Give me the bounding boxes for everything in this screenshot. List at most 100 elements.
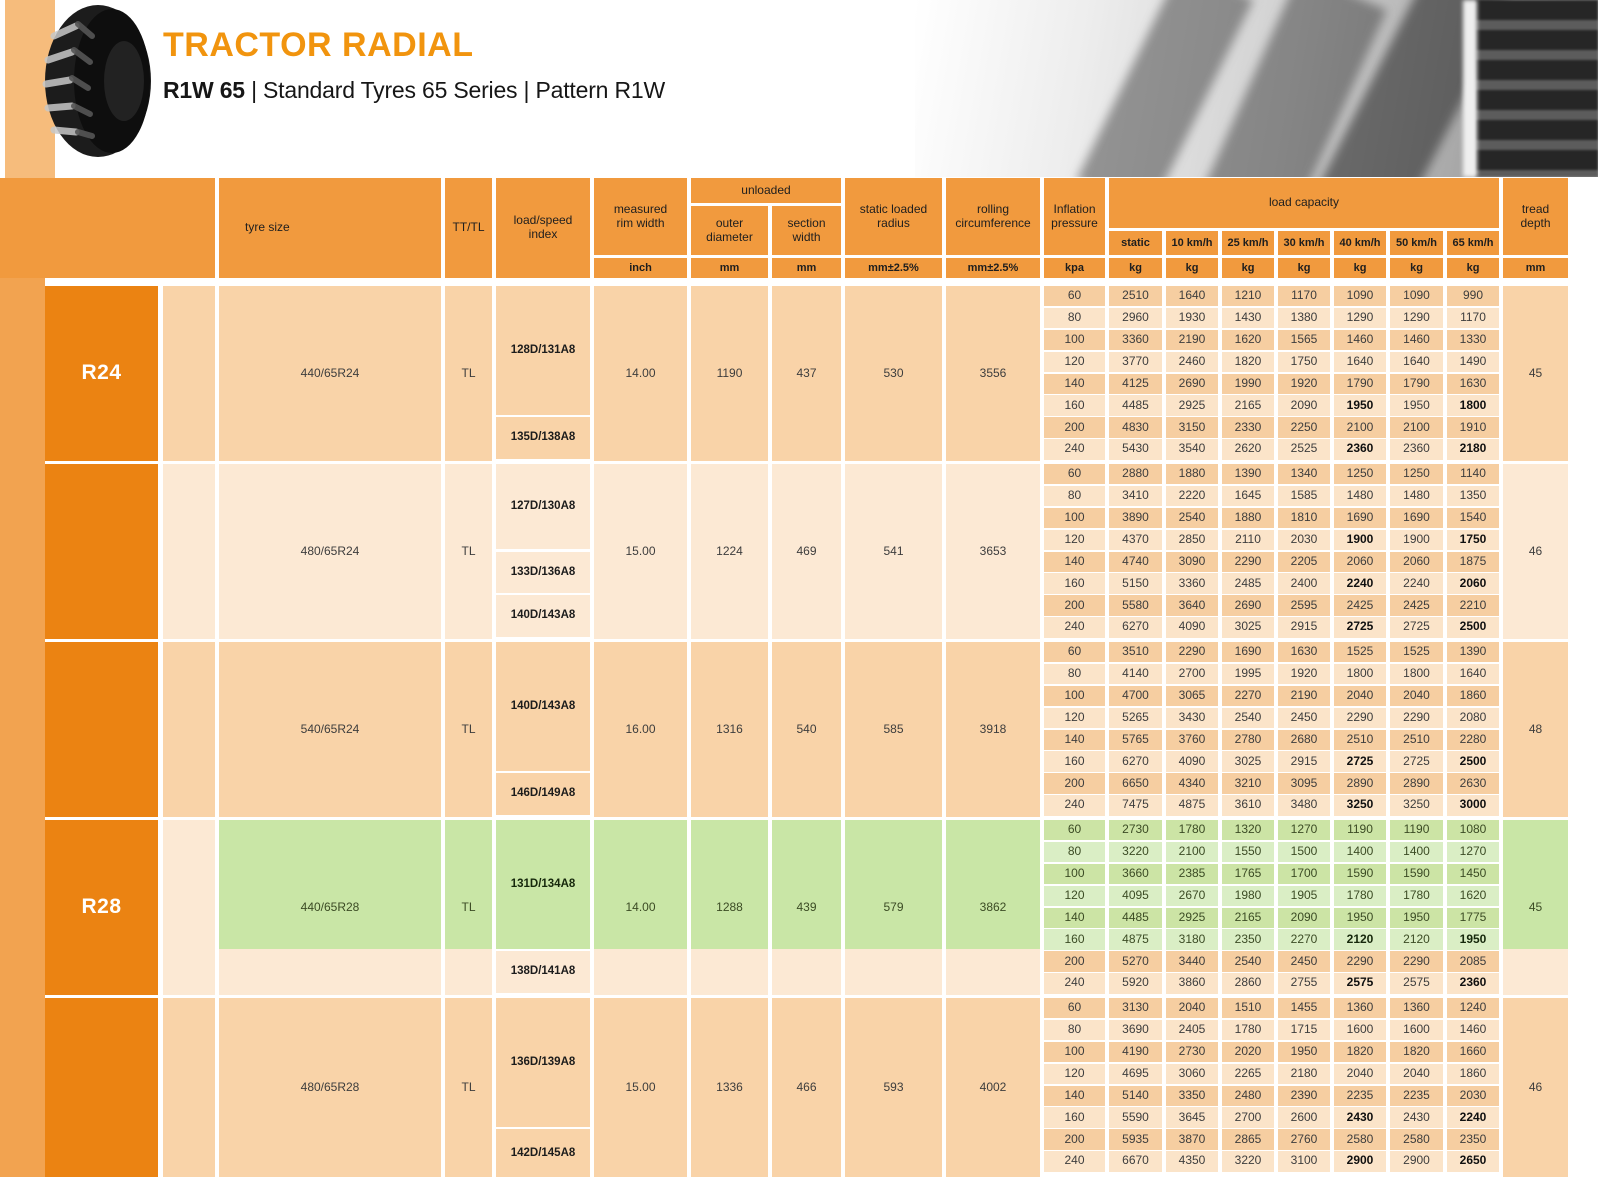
load-cell: 3360 (1166, 573, 1218, 594)
pressure-cell: 200 (1044, 595, 1105, 616)
load-cell: 2690 (1166, 373, 1218, 394)
unit-label-load: kg (1447, 258, 1499, 278)
pressure-cell: 200 (1044, 417, 1105, 438)
load-cell: 2850 (1166, 529, 1218, 550)
pressure-cell: 60 (1044, 464, 1105, 485)
load-cell: 2270 (1278, 929, 1330, 950)
load-cell: 2100 (1166, 841, 1218, 863)
load-cell: 2510 (1334, 729, 1386, 750)
load-cell: 1950 (1278, 1041, 1330, 1063)
group-strip (163, 464, 215, 639)
tyre-tread-photo (915, 0, 1598, 177)
load-cell: 1660 (1447, 1041, 1499, 1063)
load-cell: 1690 (1390, 507, 1443, 529)
load-cell: 2755 (1278, 973, 1330, 994)
load-cell: 2265 (1222, 1063, 1274, 1084)
load-cell: 1590 (1390, 863, 1443, 885)
load-cell: 1460 (1447, 1019, 1499, 1041)
tread-depth-cell: 46 (1503, 464, 1568, 639)
section-width-cell: 540 (772, 642, 841, 817)
load-cell: 2290 (1334, 707, 1386, 728)
pressure-cell: 100 (1044, 329, 1105, 351)
pressure-cell: 60 (1044, 998, 1105, 1019)
load-cell: 2290 (1334, 951, 1386, 972)
load-cell: 1905 (1278, 885, 1330, 906)
load-cell: 2235 (1334, 1085, 1386, 1106)
load-cell: 2650 (1447, 1151, 1499, 1172)
load-speed-index-cell: 133D/136A8 (496, 551, 590, 593)
load-cell: 3095 (1278, 773, 1330, 794)
subtitle-pattern: | Standard Tyres 65 Series | Pattern R1W (244, 77, 665, 103)
load-cell: 2060 (1390, 551, 1443, 572)
load-cell: 4095 (1109, 885, 1162, 906)
load-cell: 1350 (1447, 485, 1499, 507)
load-cell: 2040 (1334, 685, 1386, 707)
load-cell: 1750 (1278, 351, 1330, 372)
pressure-cell: 80 (1044, 485, 1105, 507)
load-cell: 2865 (1222, 1129, 1274, 1150)
load-cell: 1550 (1222, 841, 1274, 863)
pressure-cell: 120 (1044, 707, 1105, 728)
outer-diameter-cell: 1224 (691, 464, 768, 639)
unit-label-rolling-circumference: mm±2.5% (946, 258, 1040, 278)
load-cell: 2350 (1447, 1129, 1499, 1150)
highlight-overlay (594, 820, 687, 950)
load-cell: 3540 (1166, 439, 1218, 460)
load-cell: 1700 (1278, 863, 1330, 885)
load-cell: 2700 (1166, 663, 1218, 685)
load-cell: 2360 (1390, 439, 1443, 460)
load-cell: 3640 (1166, 595, 1218, 616)
col-header-unloaded: unloaded (691, 178, 841, 203)
load-cell: 4090 (1166, 617, 1218, 638)
col-header-speed: 10 km/h (1166, 231, 1218, 255)
tyre-photo (38, 2, 156, 165)
unit-label-load: kg (1390, 258, 1443, 278)
load-cell: 1320 (1222, 820, 1274, 841)
load-cell: 2525 (1278, 439, 1330, 460)
load-cell: 2090 (1278, 907, 1330, 928)
load-speed-index-cell: 135D/138A8 (496, 417, 590, 459)
load-cell: 3480 (1278, 795, 1330, 816)
load-cell: 4190 (1109, 1041, 1162, 1063)
col-header-speed: 40 km/h (1334, 231, 1386, 255)
load-cell: 2040 (1390, 1063, 1443, 1084)
load-cell: 1645 (1222, 485, 1274, 507)
load-cell: 1690 (1222, 642, 1274, 663)
unit-label-static-loaded-radius: mm±2.5% (845, 258, 942, 278)
unit-label-load: kg (1166, 258, 1218, 278)
load-cell: 3410 (1109, 485, 1162, 507)
load-cell: 2040 (1390, 685, 1443, 707)
load-cell: 4340 (1166, 773, 1218, 794)
pressure-cell: 200 (1044, 1129, 1105, 1150)
load-cell: 2235 (1390, 1085, 1443, 1106)
load-cell: 2190 (1278, 685, 1330, 707)
load-cell: 1800 (1390, 663, 1443, 685)
unit-label-load: kg (1109, 258, 1162, 278)
col-header-measured-rim-width: measured rim width (594, 178, 687, 255)
load-cell: 2240 (1447, 1107, 1499, 1128)
load-cell: 1620 (1222, 329, 1274, 351)
load-cell: 1360 (1334, 998, 1386, 1019)
tt-tl-cell: TL (445, 464, 492, 639)
load-cell: 2060 (1334, 551, 1386, 572)
pressure-cell: 60 (1044, 820, 1105, 841)
highlight-overlay (219, 820, 441, 950)
load-cell: 2120 (1390, 929, 1443, 950)
rim-width-cell: 15.00 (594, 464, 687, 639)
section-width-cell: 439 (772, 820, 841, 995)
load-cell: 2575 (1334, 973, 1386, 994)
pressure-cell: 120 (1044, 351, 1105, 372)
section-cell: R28 (45, 820, 158, 995)
static-loaded-radius-cell: 541 (845, 464, 942, 639)
load-cell: 1800 (1334, 663, 1386, 685)
pressure-cell: 160 (1044, 1107, 1105, 1128)
load-cell: 2725 (1390, 751, 1443, 772)
outer-diameter-cell: 1336 (691, 998, 768, 1177)
unit-label-pressure: kpa (1044, 258, 1105, 278)
load-cell: 1920 (1278, 373, 1330, 394)
load-cell: 1450 (1447, 863, 1499, 885)
load-cell: 3510 (1109, 642, 1162, 663)
load-cell: 2165 (1222, 395, 1274, 416)
load-cell: 2760 (1278, 1129, 1330, 1150)
rim-width-cell: 16.00 (594, 642, 687, 817)
